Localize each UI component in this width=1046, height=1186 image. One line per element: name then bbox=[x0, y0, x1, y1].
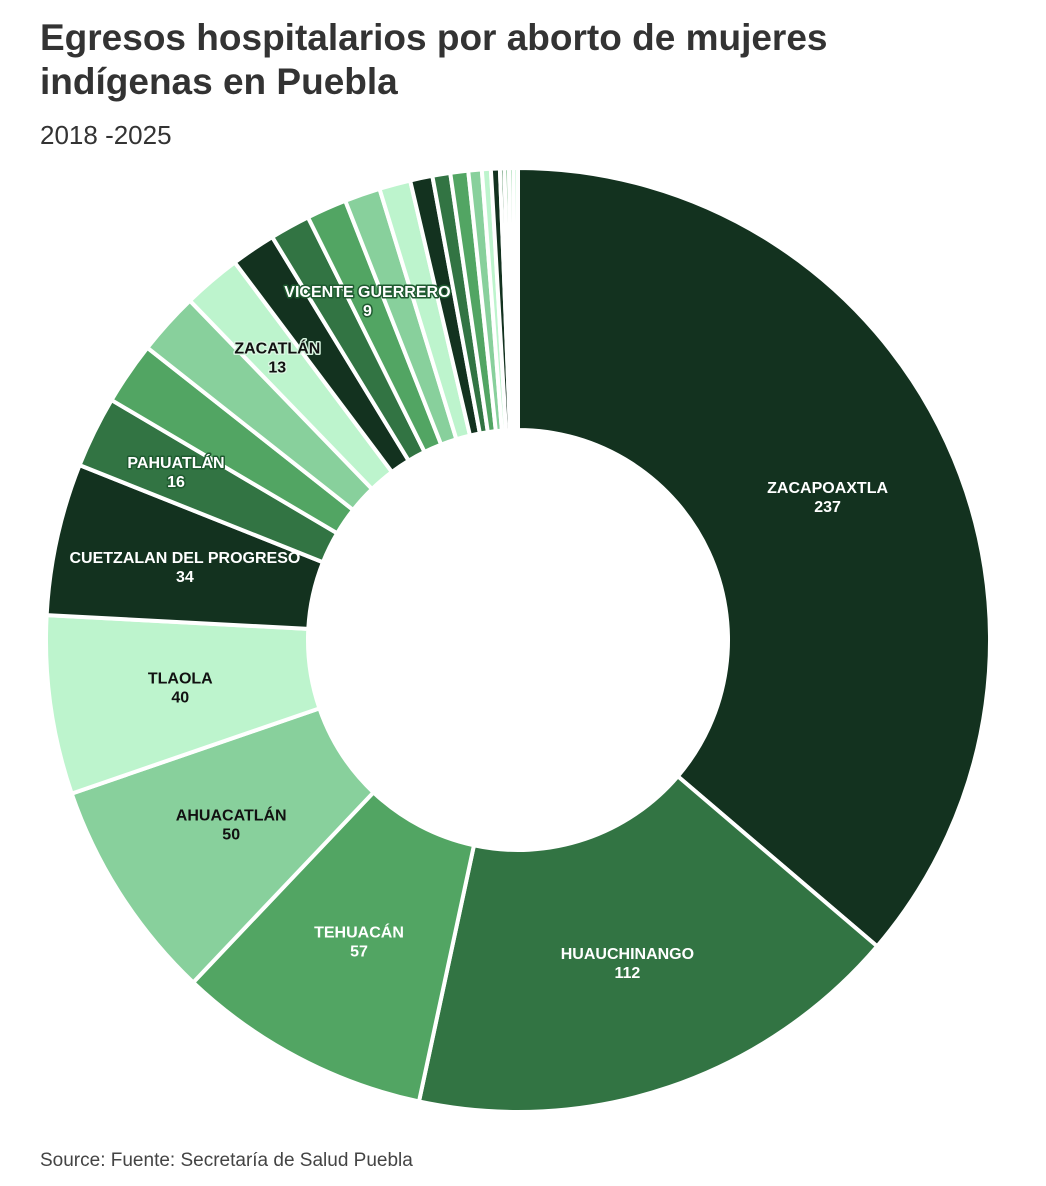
donut-slice[interactable] bbox=[191, 790, 476, 1104]
slice-label: HUAUCHINANGO bbox=[561, 946, 694, 963]
slice-value-label: 112 bbox=[614, 965, 640, 982]
donut-slice[interactable] bbox=[511, 166, 520, 433]
slice-value-label: 9 bbox=[363, 303, 372, 320]
slice-label: CUETZALAN DEL PROGRESO bbox=[69, 550, 300, 567]
donut-slice[interactable] bbox=[416, 774, 880, 1114]
slice-label: VICENTE GUERRERO bbox=[284, 284, 450, 301]
slice-label: TEHUACÁN bbox=[314, 923, 404, 942]
slice-label: TLAOLA bbox=[148, 670, 213, 687]
slice-value-label: 40 bbox=[171, 689, 189, 706]
slice-value-label: 57 bbox=[350, 944, 368, 961]
chart-subtitle: 2018 -2025 bbox=[40, 120, 172, 150]
slice-value-label: 34 bbox=[176, 569, 194, 586]
slice-value-label: 13 bbox=[268, 360, 286, 377]
slice-value-label: 16 bbox=[167, 474, 185, 491]
slice-label: PAHUATLÁN bbox=[127, 453, 224, 472]
slice-label: ZACATLÁN bbox=[234, 339, 320, 358]
slice-value-label: 237 bbox=[814, 499, 841, 516]
slice-value-label: 50 bbox=[222, 827, 240, 844]
donut-chart: ZACAPOAXTLA 237 HUAUCHINANGO 112 TEHUACÁN 57 A… bbox=[44, 166, 992, 1114]
donut-slice[interactable] bbox=[516, 166, 992, 949]
slice-label: ZACAPOAXTLA bbox=[767, 480, 888, 497]
slice-label: AHUACATLÁN bbox=[176, 806, 287, 825]
source-note: Source: Fuente: Secretaría de Salud Pueb… bbox=[40, 1150, 413, 1171]
chart-title: Egresos hospitalarios por aborto de muje… bbox=[40, 17, 828, 102]
